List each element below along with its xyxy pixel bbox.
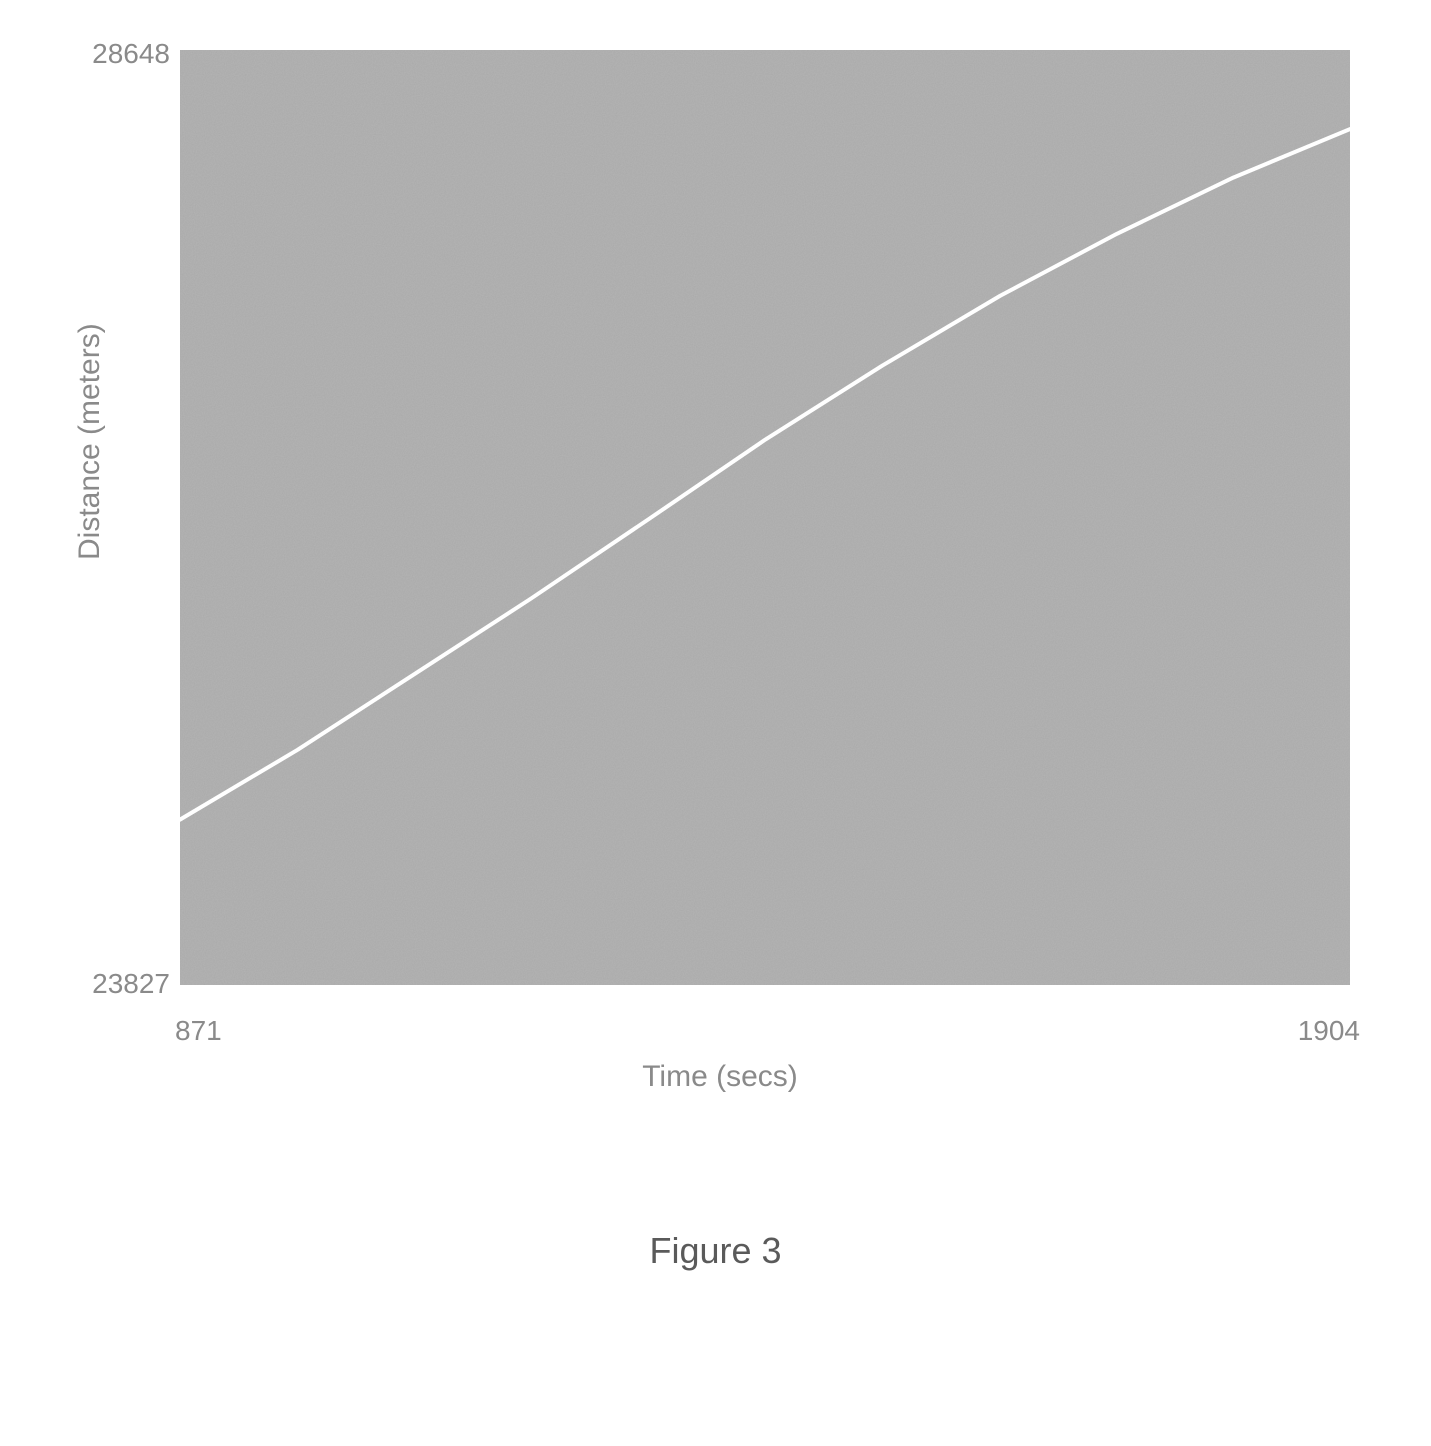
y-tick-min: 23827 — [60, 968, 170, 1000]
plot-noise-overlay — [180, 50, 1350, 985]
y-tick-max: 28648 — [60, 38, 170, 70]
plot-svg — [180, 50, 1350, 985]
figure-caption: Figure 3 — [0, 1230, 1431, 1272]
distance-time-chart: 28648 23827 871 1904 Distance (meters) T… — [60, 20, 1380, 1100]
y-axis-label: Distance (meters) — [73, 323, 107, 560]
x-tick-max: 1904 — [1298, 1015, 1360, 1047]
plot-area — [180, 50, 1350, 985]
x-axis-label: Time (secs) — [60, 1060, 1380, 1094]
page: 28648 23827 871 1904 Distance (meters) T… — [0, 0, 1431, 1446]
x-tick-min: 871 — [175, 1015, 222, 1047]
